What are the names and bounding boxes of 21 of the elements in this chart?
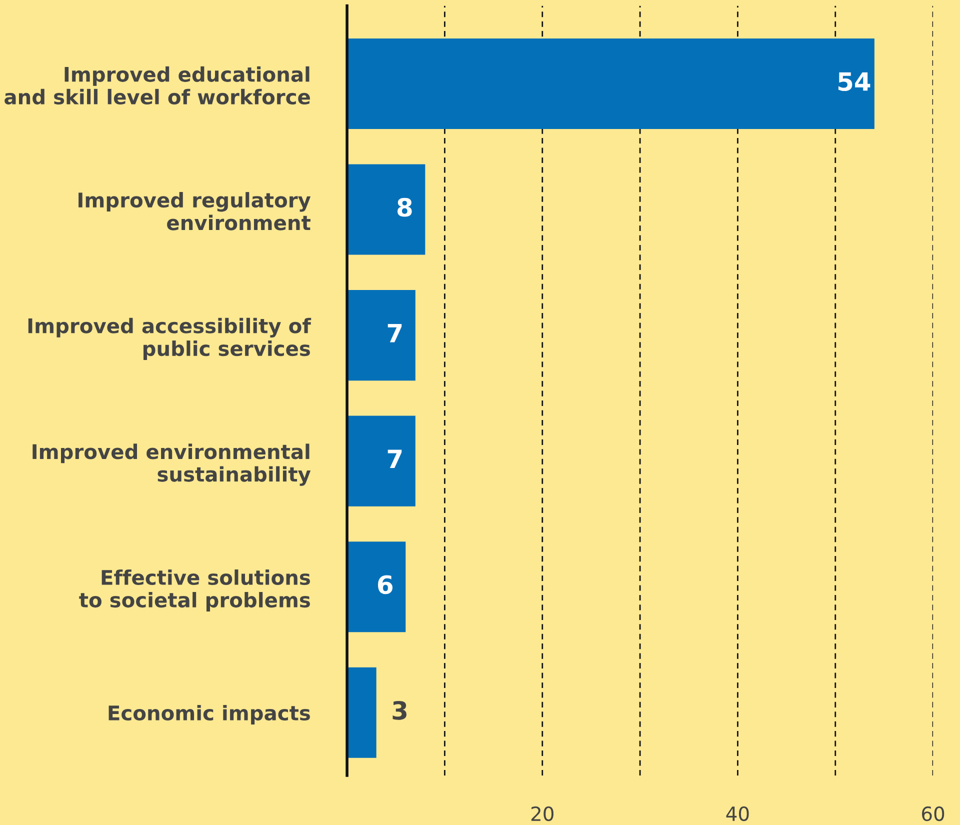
bar bbox=[347, 416, 416, 506]
y-tick-label: Improved environmental sustainability bbox=[32, 444, 311, 486]
data-label: 8 bbox=[397, 198, 412, 217]
data-label: 3 bbox=[392, 700, 406, 720]
bar bbox=[347, 290, 416, 381]
y-tick-label: Economic impacts bbox=[108, 704, 310, 724]
x-tick-label: 20 bbox=[531, 806, 554, 822]
x-tick-label: 60 bbox=[922, 806, 944, 822]
x-tick-label: 40 bbox=[726, 806, 749, 822]
bar bbox=[347, 542, 406, 632]
y-tick-label: Effective solutions to societal problems bbox=[79, 569, 310, 612]
bar bbox=[347, 38, 874, 130]
data-label: 54 bbox=[838, 72, 870, 92]
data-label: 6 bbox=[378, 575, 392, 594]
bar bbox=[347, 667, 376, 758]
y-tick-label: Improved accessibility of public services bbox=[28, 318, 312, 360]
y-tick-label: Improved regulatory environment bbox=[78, 192, 311, 230]
y-tick-label: Improved educational and skill level of workforce bbox=[4, 66, 310, 104]
data-label: 7 bbox=[388, 450, 402, 468]
data-label: 7 bbox=[388, 324, 402, 342]
bar bbox=[347, 164, 426, 255]
